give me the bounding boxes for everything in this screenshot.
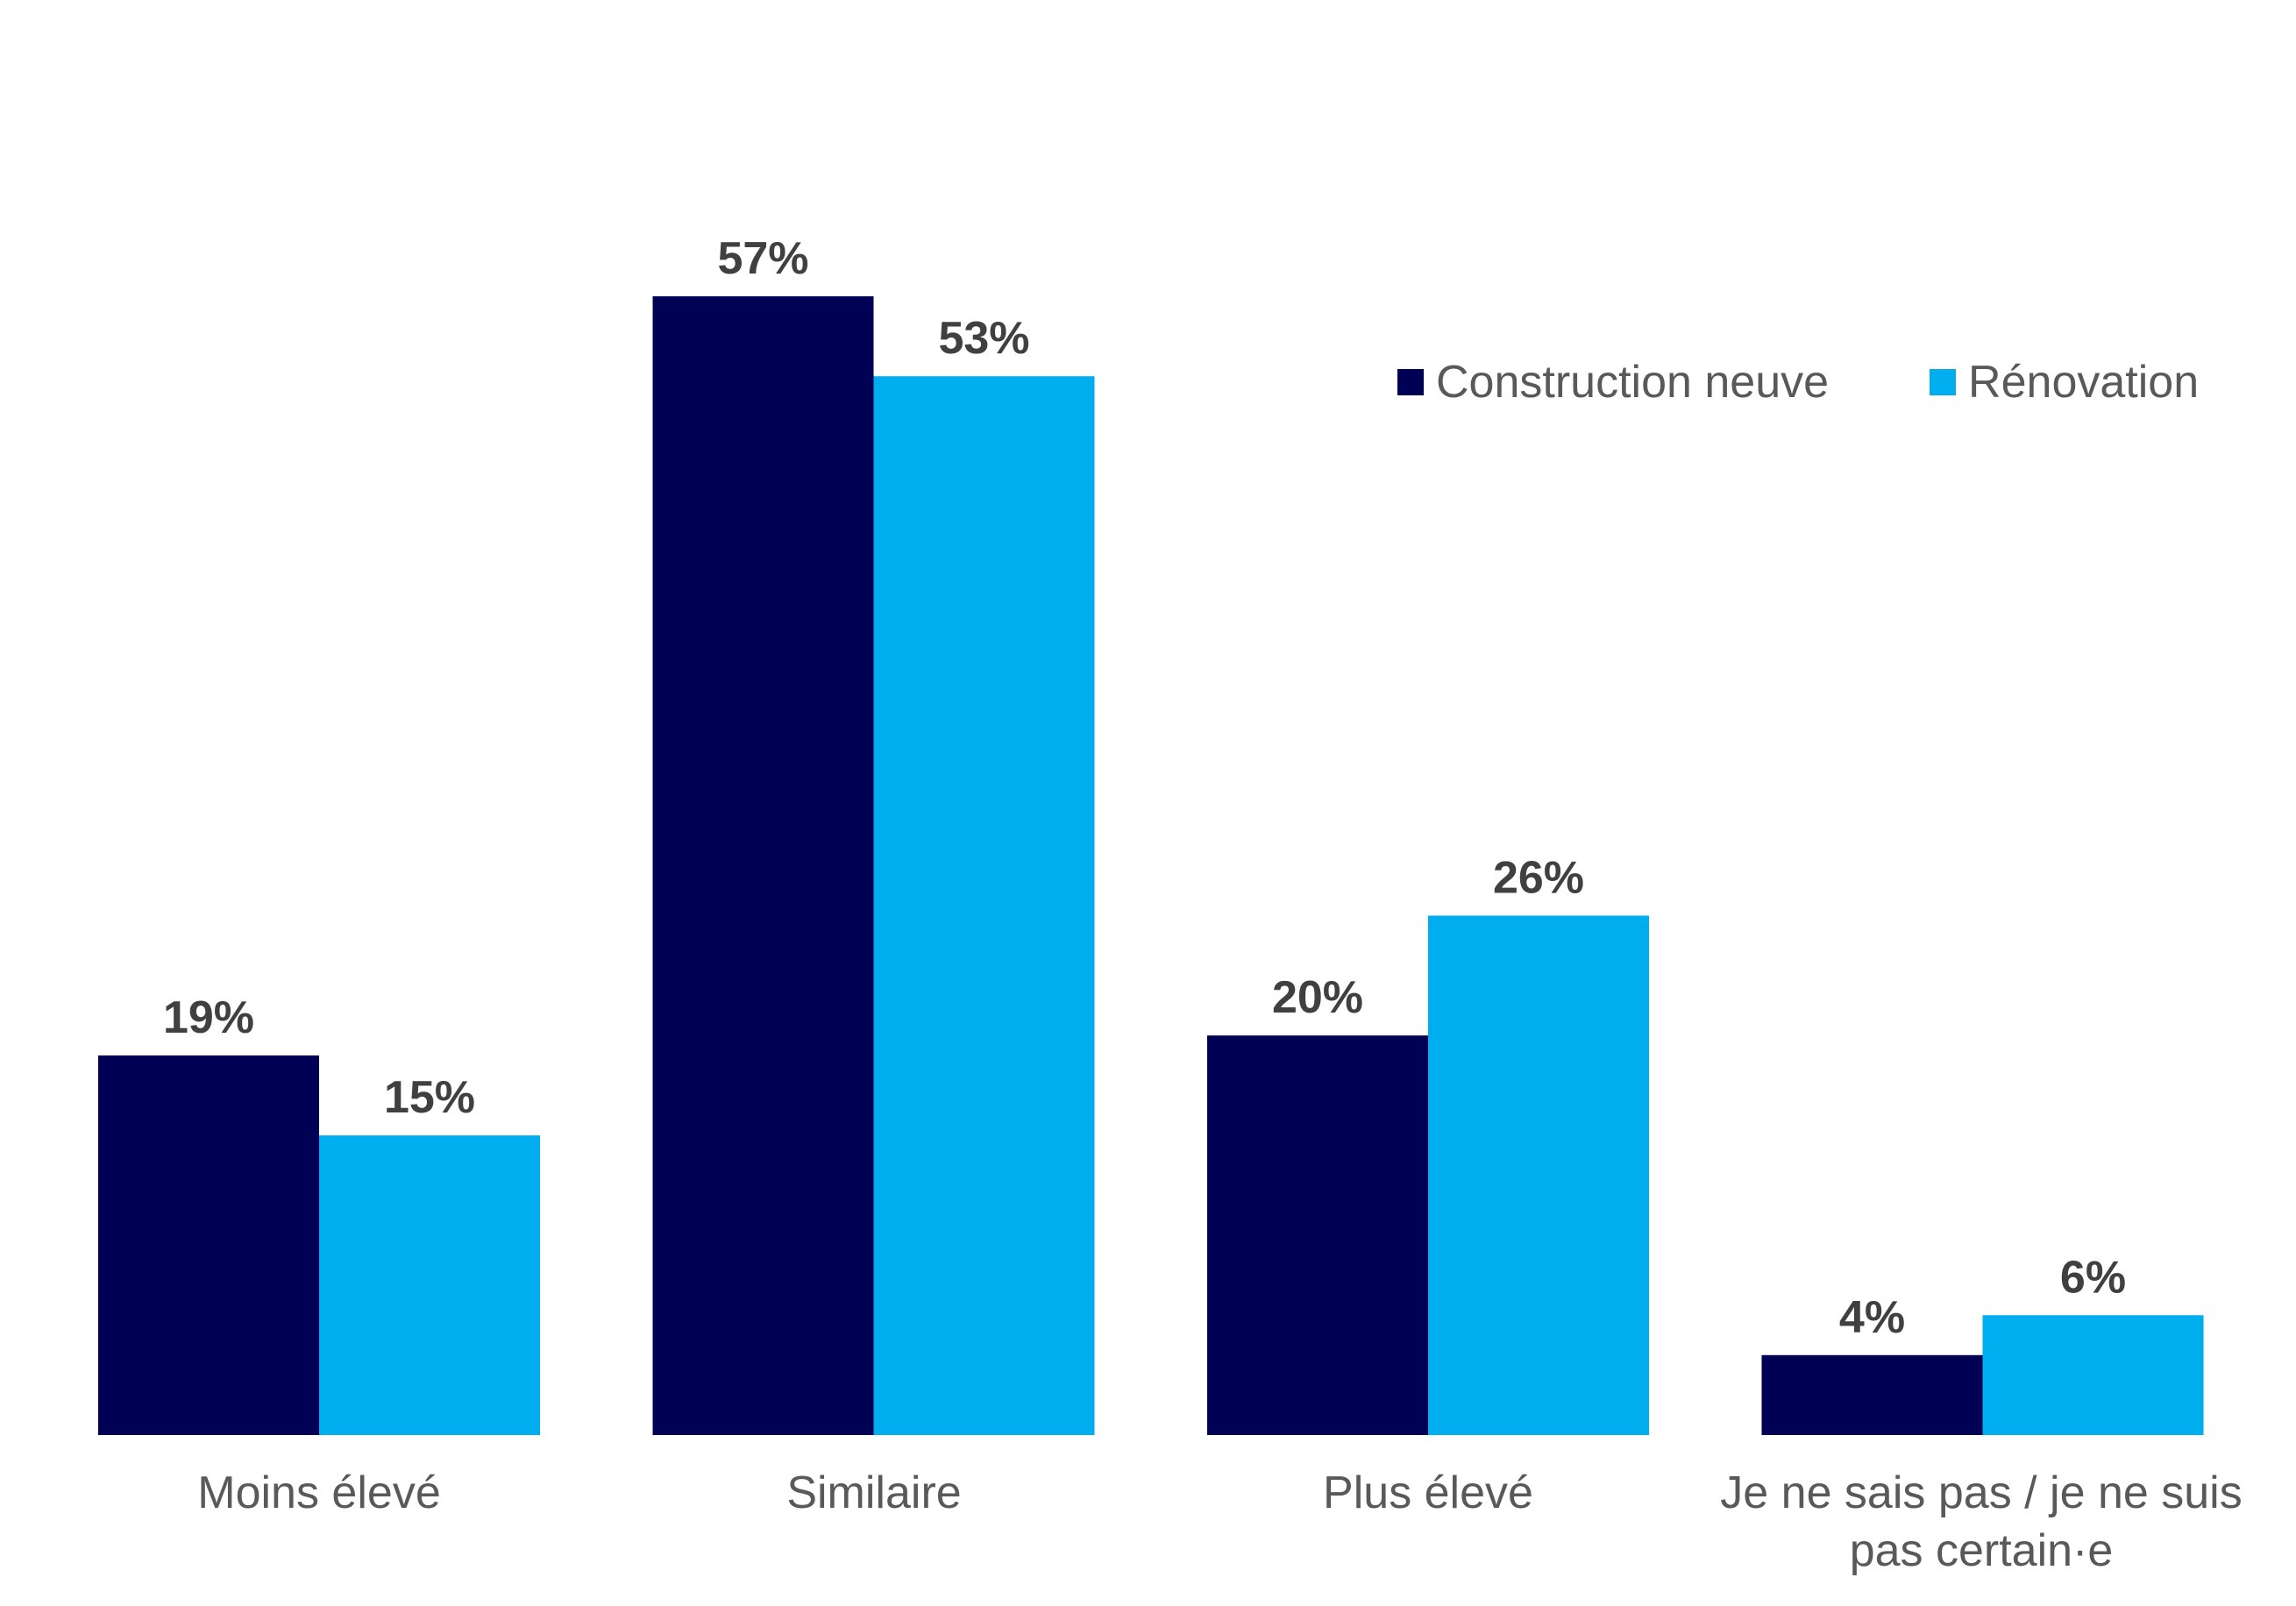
value-label-construction-neuve-0: 19% xyxy=(163,992,254,1043)
legend-item-construction-neuve: Construction neuve xyxy=(1397,359,1829,405)
bar-construction-neuve-3 xyxy=(1761,1354,1983,1435)
bar-renovation-0 xyxy=(319,1135,540,1435)
value-label-construction-neuve-1: 57% xyxy=(717,233,808,284)
legend-swatch-construction-neuve xyxy=(1397,369,1424,395)
bar-construction-neuve-0 xyxy=(98,1055,319,1435)
value-labels-group: 19% 15% 57% 53% 20% 26% 4% 6% xyxy=(163,233,2126,1343)
legend-swatch-renovation xyxy=(1930,369,1957,395)
value-label-renovation-0: 15% xyxy=(384,1072,475,1123)
legend-label-construction-neuve: Construction neuve xyxy=(1436,357,1830,408)
category-label-line: Plus élevé xyxy=(1323,1467,1533,1518)
category-label-line: pas certain·e xyxy=(1849,1525,2114,1576)
bar-renovation-2 xyxy=(1428,915,1649,1435)
category-label-moins-eleve: Moins élevé xyxy=(98,1464,540,1522)
value-label-renovation-2: 26% xyxy=(1493,853,1584,904)
value-label-renovation-3: 6% xyxy=(2060,1252,2126,1303)
category-label-line: Je ne sais pas / je ne suis xyxy=(1720,1467,2243,1518)
legend-label-renovation: Rénovation xyxy=(1968,357,2200,408)
bar-construction-neuve-2 xyxy=(1207,1035,1428,1435)
category-label-je-ne-sais-pas: Je ne sais pas / je ne suis pas certain·… xyxy=(1674,1464,2288,1580)
legend: Construction neuve Rénovation xyxy=(1397,359,2199,405)
value-label-construction-neuve-2: 20% xyxy=(1272,972,1363,1023)
bar-renovation-1 xyxy=(873,376,1095,1436)
category-label-plus-eleve: Plus élevé xyxy=(1207,1464,1649,1522)
category-label-line: Similaire xyxy=(786,1467,962,1518)
value-label-renovation-1: 53% xyxy=(938,313,1029,364)
category-label-similaire: Similaire xyxy=(653,1464,1095,1522)
legend-item-renovation: Rénovation xyxy=(1930,359,2199,405)
value-label-construction-neuve-3: 4% xyxy=(1839,1292,1905,1343)
category-label-line: Moins élevé xyxy=(197,1467,441,1518)
bar-construction-neuve-1 xyxy=(652,296,874,1435)
bars-group xyxy=(98,296,2204,1436)
bar-renovation-3 xyxy=(1982,1315,2204,1435)
